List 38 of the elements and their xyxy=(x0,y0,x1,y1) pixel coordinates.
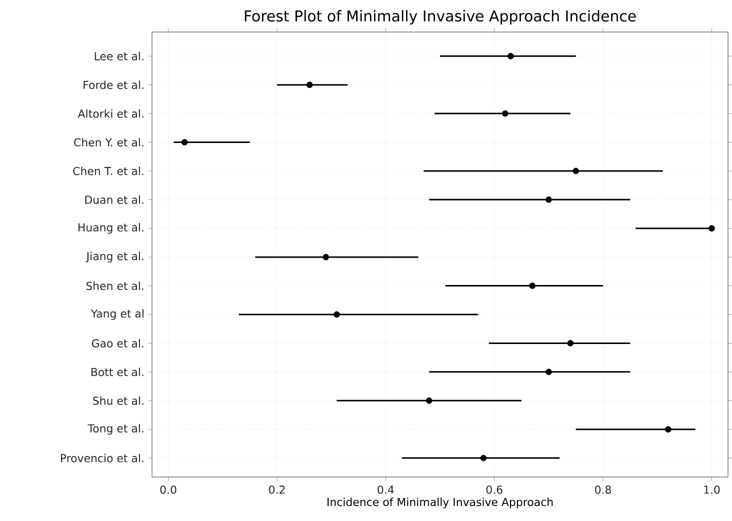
x-tick-label: 0.8 xyxy=(595,486,611,494)
point xyxy=(334,311,340,318)
point xyxy=(322,254,330,260)
y-tick-label: Forde et al. xyxy=(84,80,144,90)
point xyxy=(480,454,487,462)
y-tick-label: Provencio et al. xyxy=(60,454,144,462)
x-axis-title: Incidence of Minimally Invasive Approach xyxy=(328,498,553,508)
y-tick-label: Altorki et al. xyxy=(78,109,144,118)
x-tick-label: 0.6 xyxy=(486,486,502,494)
point xyxy=(507,52,514,60)
y-tick-label: Chen Y. et al. xyxy=(74,138,144,146)
x-tick-label: 1.0 xyxy=(704,486,720,494)
chart-title: Forest Plot of Minimally Invasive Approach Incidence xyxy=(244,10,636,25)
y-tick-label: Shen et al. xyxy=(86,282,144,290)
y-tick-label: Lee et al. xyxy=(94,52,144,60)
point xyxy=(545,196,552,203)
point xyxy=(306,82,313,88)
x-tick-label: 0.0 xyxy=(160,486,176,494)
point xyxy=(567,340,574,346)
x-tick-label: 0.2 xyxy=(268,486,285,494)
point xyxy=(426,397,432,404)
y-tick-label: Bott et al. xyxy=(91,368,144,376)
point xyxy=(529,282,536,289)
point xyxy=(545,368,552,376)
point xyxy=(181,139,188,146)
y-tick-label: Chen T. et al. xyxy=(73,166,144,176)
y-tick-label: Duan et al. xyxy=(85,195,144,204)
point xyxy=(708,225,715,232)
y-tick-label: Tong et al. xyxy=(88,424,144,435)
point xyxy=(572,168,580,174)
y-tick-label: Yang et al xyxy=(90,309,144,320)
y-tick-label: Shu et al. xyxy=(93,396,144,405)
point xyxy=(502,110,508,117)
point xyxy=(665,426,672,433)
y-tick-label: Jiang et al. xyxy=(86,252,144,262)
y-tick-label: Gao et al. xyxy=(92,338,144,348)
x-tick-label: 0.4 xyxy=(378,486,394,494)
y-tick-label: Huang et al. xyxy=(78,223,144,234)
